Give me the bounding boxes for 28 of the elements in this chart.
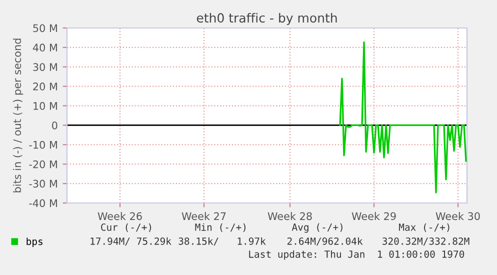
text: Min (-/+) — [195, 223, 246, 232]
y-tick-label: -10 M — [29, 140, 57, 149]
x-tick-label: Week 26 — [98, 212, 142, 220]
y-tick-label: -30 M — [29, 180, 57, 188]
y-tick-label: 10 M — [34, 102, 57, 110]
y-tick-label: -20 M — [29, 160, 57, 168]
y-tick-label: 40 M — [32, 44, 57, 52]
y-tick-label: 0 — [52, 121, 58, 130]
y-tick-label: 50 M — [33, 24, 57, 32]
x-tick-label: Week 27 — [182, 212, 226, 220]
y-tick-label: 30 M — [33, 63, 57, 71]
x-tick-label: Week 30 — [436, 212, 480, 220]
text: Max (-/+) — [399, 223, 450, 232]
text: Cur (-/+) — [101, 223, 152, 232]
x-tick-label: Week 28 — [268, 212, 312, 220]
x-tick-label: Week 29 — [352, 212, 396, 220]
text: 320.32M/332.82M — [382, 237, 470, 246]
text: Last update: Thu Jan 1 01:00:00 1970 — [249, 250, 464, 260]
text: 38.15k/ 1.97k — [178, 237, 266, 246]
text: 17.94M/ 75.29k — [90, 237, 172, 246]
y-tick-label: 20 M — [33, 82, 57, 90]
chart-title: eth0 traffic - by month — [196, 12, 337, 26]
text: 2.64M/962.04k — [287, 237, 363, 246]
y-tick-label: -40 M — [29, 199, 57, 208]
legend-label: bps — [26, 238, 42, 247]
line-series — [339, 41, 467, 194]
y-axis-title: bits in (-) / out (+) per second — [13, 38, 24, 192]
text: Avg (-/+) — [292, 223, 342, 233]
